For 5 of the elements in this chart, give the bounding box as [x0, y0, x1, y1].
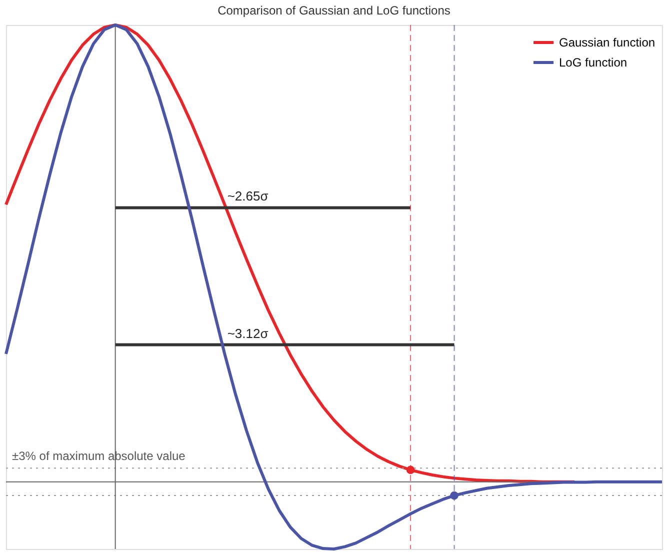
chart-title: Comparison of Gaussian and LoG functions: [218, 4, 450, 18]
ref-line-label: ~2.65σ: [227, 188, 268, 204]
legend-label: Gaussian function: [559, 36, 656, 50]
legend-label: LoG function: [559, 56, 628, 70]
ref-line-label: ~3.12σ: [227, 326, 268, 341]
